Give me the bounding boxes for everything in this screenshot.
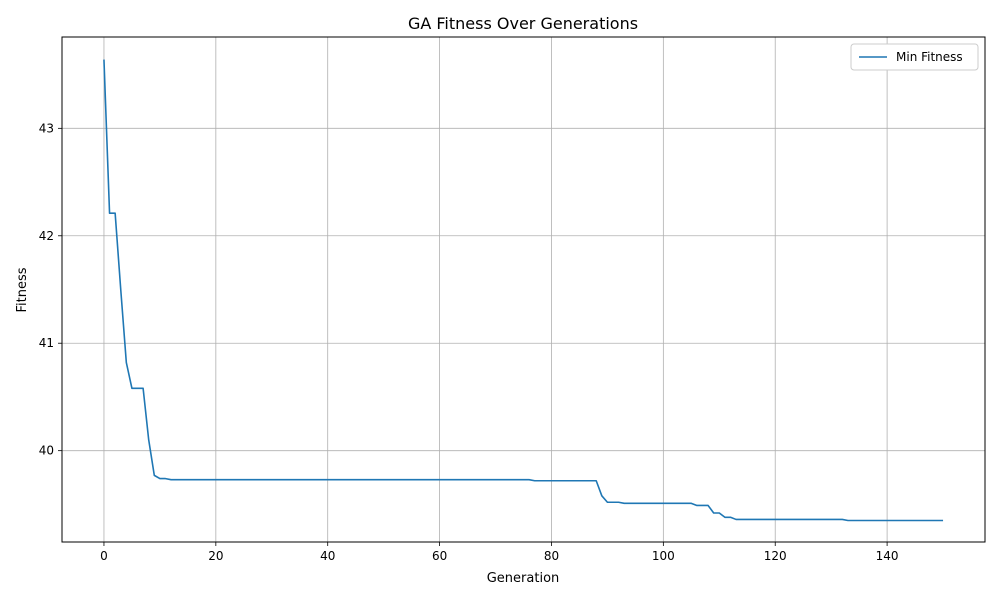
x-tick-label: 40 xyxy=(320,549,335,563)
grid xyxy=(62,37,985,542)
legend: Min Fitness xyxy=(850,43,979,71)
y-axis-ticks: 40 41 42 43 xyxy=(39,121,62,458)
chart-title: GA Fitness Over Generations xyxy=(408,14,638,33)
x-tick-label: 120 xyxy=(764,549,787,563)
y-tick-label: 41 xyxy=(39,336,54,350)
x-tick-label: 80 xyxy=(544,549,559,563)
x-axis-title: Generation xyxy=(487,571,560,586)
plot-area-frame xyxy=(61,36,986,543)
x-tick-label: 20 xyxy=(208,549,223,563)
series-line-min-fitness xyxy=(103,59,944,522)
x-tick-label: 140 xyxy=(876,549,899,563)
series-layer xyxy=(103,59,944,522)
y-axis-title: Fitness xyxy=(15,267,30,312)
y-tick-label: 42 xyxy=(39,229,54,243)
y-tick-label: 40 xyxy=(39,444,54,458)
legend-box xyxy=(850,43,979,71)
x-axis-ticks: 0 20 40 60 80 100 120 140 xyxy=(100,542,899,563)
y-tick-label: 43 xyxy=(39,121,54,135)
legend-label: Min Fitness xyxy=(896,50,963,64)
x-tick-label: 100 xyxy=(652,549,675,563)
x-tick-label: 0 xyxy=(100,549,108,563)
x-tick-label: 60 xyxy=(432,549,447,563)
